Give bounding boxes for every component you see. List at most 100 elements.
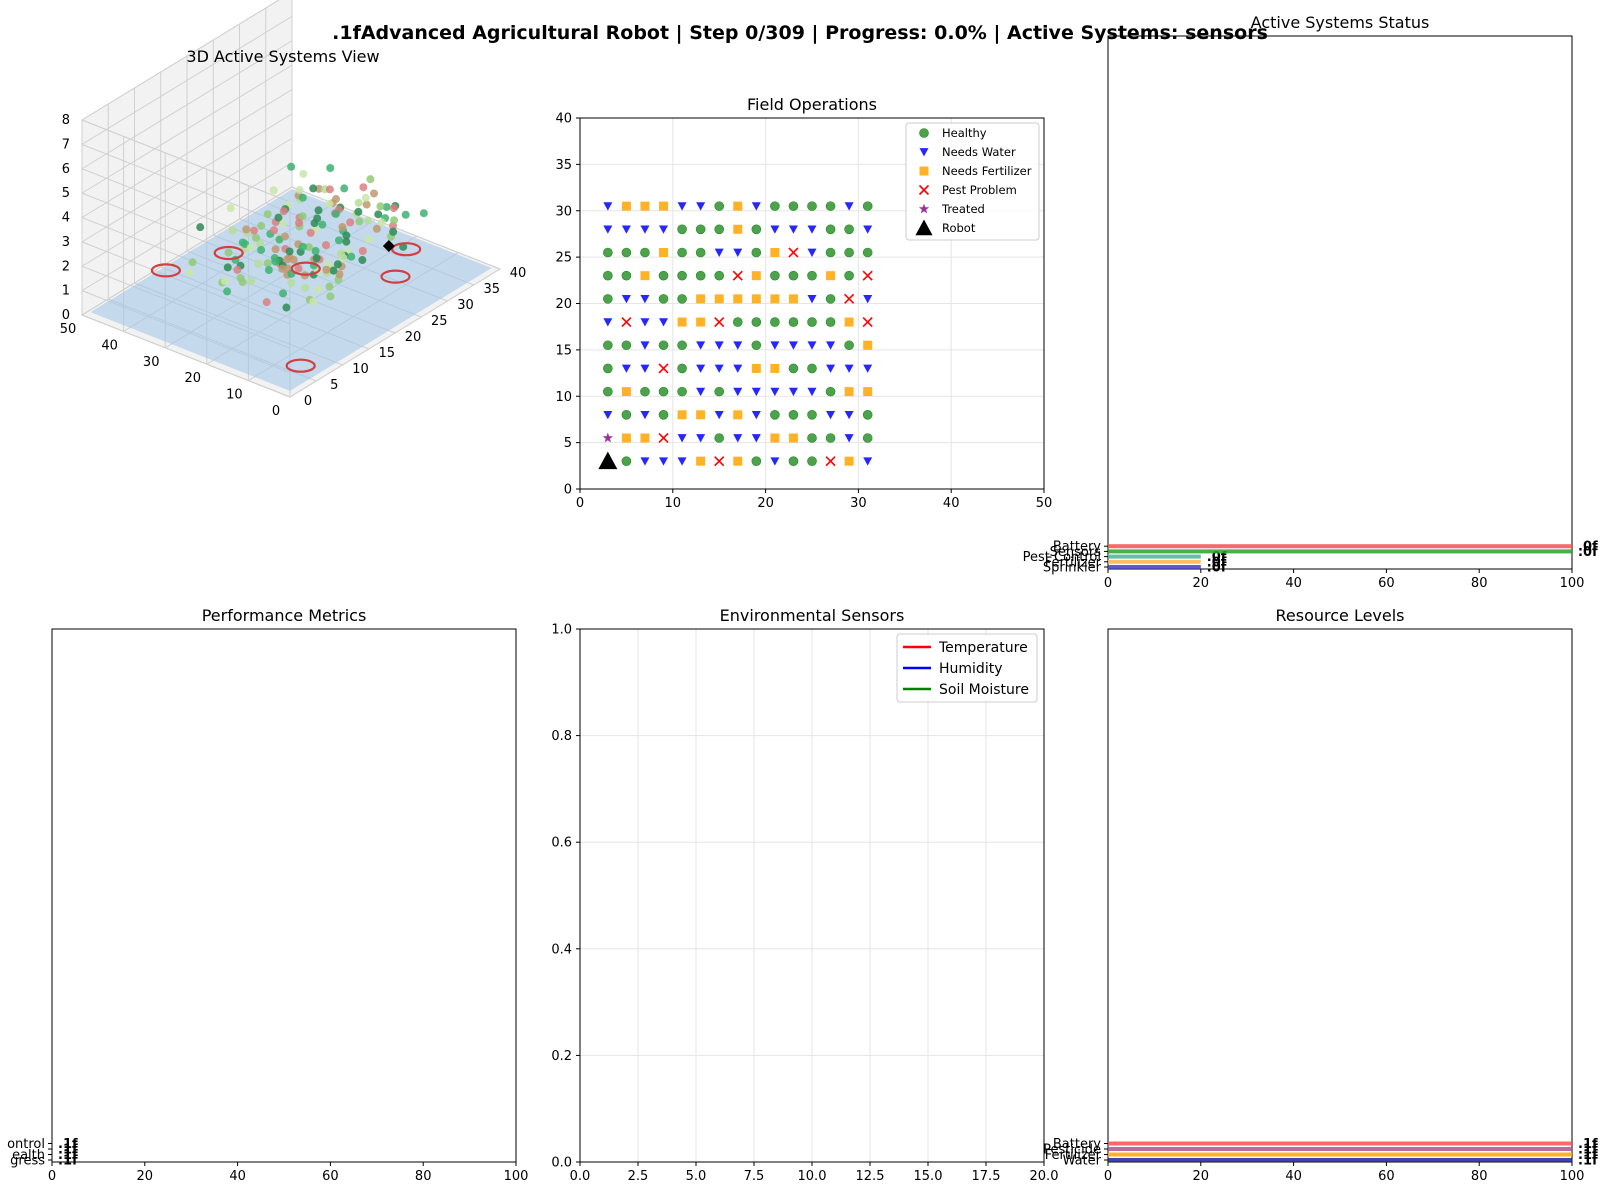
field-marker-needs-water <box>807 248 817 257</box>
field-marker-healthy <box>640 386 650 397</box>
crop-point-3d <box>274 213 283 222</box>
field-marker-needs-water <box>770 457 780 466</box>
crop-point-3d <box>333 260 342 269</box>
category-label: Battery <box>1053 540 1101 555</box>
field-marker-healthy <box>732 317 743 327</box>
crop-point-3d <box>301 283 310 292</box>
field-marker-healthy <box>788 201 799 211</box>
field-marker-needs-fertilizer <box>677 317 687 327</box>
field-marker-pest-problem <box>714 456 725 467</box>
field-marker-needs-water <box>640 318 650 327</box>
category-label: Fertilizer <box>1045 555 1102 570</box>
x-tick-label: 0 <box>1104 576 1112 591</box>
crop-point-3d <box>242 225 251 234</box>
crop-point-3d <box>336 249 345 258</box>
field-marker-needs-fertilizer <box>733 201 743 211</box>
field-marker-treated <box>602 432 613 443</box>
crop-point-3d <box>185 268 194 277</box>
y-tick-label: 5 <box>564 436 572 451</box>
field-marker-needs-water <box>640 457 650 466</box>
grid-line <box>81 162 293 292</box>
field-marker-healthy <box>862 409 873 420</box>
field-marker-needs-water <box>844 364 854 373</box>
x-tick-label: 20.0 <box>1030 1169 1059 1184</box>
crop-point-3d <box>370 189 379 198</box>
panel-environmental-sensors: 0.0 2.5 5.0 7.5 10.0 12.5 15.0 17.5 20.0 0.0 0.2 0.… <box>551 606 1058 1184</box>
crop-point-3d <box>358 246 367 255</box>
category-label: ealth <box>12 1148 45 1163</box>
axes-frame <box>1107 35 1573 570</box>
field-marker-needs-water <box>714 248 724 257</box>
field-marker-healthy <box>714 224 725 235</box>
x-tick-label: 0.0 <box>570 1169 591 1184</box>
field-marker-needs-water <box>844 202 854 211</box>
field-marker-needs-fertilizer <box>788 294 798 304</box>
field-marker-needs-water <box>696 202 706 211</box>
crop-point-3d <box>310 219 319 228</box>
field-marker-needs-fertilizer <box>733 224 743 234</box>
field-marker-needs-water <box>788 387 798 397</box>
field-marker-healthy <box>862 433 873 443</box>
z-tick-label: 4 <box>62 211 70 226</box>
x-tick-label: 0 <box>272 404 280 419</box>
field-marker-healthy <box>862 201 873 211</box>
field-marker-needs-water <box>714 364 724 373</box>
legend-label: Needs Water <box>942 145 1016 159</box>
crop-point-3d <box>354 207 363 216</box>
field-marker-healthy <box>621 340 632 351</box>
crop-point-3d <box>299 169 308 178</box>
field-marker-healthy <box>770 201 780 211</box>
crop-point-3d <box>279 207 288 216</box>
field-marker-needs-fertilizer <box>733 294 743 304</box>
field-marker-healthy <box>788 270 799 281</box>
field-marker-needs-water <box>640 364 650 373</box>
field-marker-pest-problem <box>844 293 855 304</box>
pest-ring-3d <box>391 242 422 257</box>
crop-point-3d <box>226 204 235 213</box>
field-marker-healthy <box>658 270 669 281</box>
field-marker-healthy <box>603 386 613 397</box>
crop-point-3d <box>223 287 232 296</box>
field-marker-needs-water <box>603 318 613 327</box>
crop-point-3d <box>325 199 334 208</box>
crop-point-3d <box>278 264 287 273</box>
field-marker-needs-fertilizer <box>751 363 761 373</box>
field-marker-needs-water <box>863 364 873 373</box>
field-marker-needs-fertilizer <box>751 294 761 304</box>
field-marker-healthy <box>751 247 762 258</box>
field-marker-needs-water <box>807 387 817 397</box>
crop-point-3d <box>263 210 272 219</box>
bar-value-label: .1f <box>1578 1154 1598 1169</box>
crop-point-3d <box>271 257 280 266</box>
crop-point-3d <box>254 259 263 268</box>
field-marker-needs-water <box>751 387 761 397</box>
crop-point-3d <box>347 252 356 261</box>
x-tick-label: 0 <box>576 496 584 511</box>
crop-point-3d <box>306 228 315 237</box>
y-tick-label: 35 <box>483 282 500 297</box>
field-marker-healthy <box>844 224 854 235</box>
crop-point-3d <box>374 210 383 219</box>
field-marker-healthy <box>677 386 687 397</box>
field-marker-healthy <box>807 270 817 281</box>
legend-label: Humidity <box>939 661 1002 677</box>
field-marker-needs-water <box>677 434 687 443</box>
panel-title: 3D Active Systems View <box>186 47 379 66</box>
panel-title: Active Systems Status <box>1251 13 1430 32</box>
field-marker-needs-water <box>770 225 780 234</box>
field-marker-healthy <box>807 317 817 327</box>
field-marker-healthy <box>807 456 817 466</box>
y-tick-label: 10 <box>352 362 369 377</box>
category-label: Battery <box>1053 1137 1101 1152</box>
field-marker-needs-water <box>826 341 836 350</box>
legend-label: Needs Fertilizer <box>942 164 1032 178</box>
y-tick-label: 0.4 <box>551 942 572 957</box>
crop-point-3d <box>390 216 399 225</box>
field-marker-healthy <box>751 317 762 327</box>
x-tick-label: 50 <box>1036 496 1053 511</box>
z-tick-label: 8 <box>62 113 70 128</box>
field-marker-healthy <box>621 247 632 258</box>
field-marker-healthy <box>807 433 817 443</box>
x-tick-label: 40 <box>943 496 960 511</box>
